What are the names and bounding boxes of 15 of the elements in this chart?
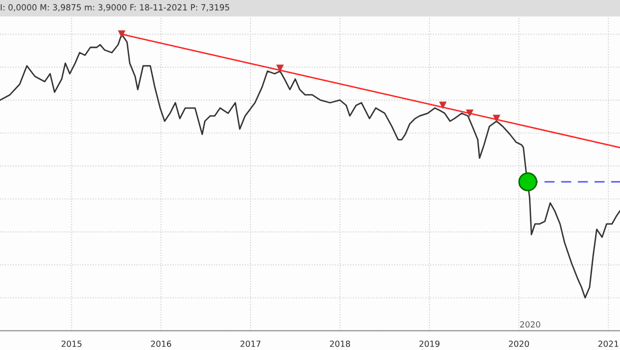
point — [466, 109, 474, 118]
x-tick-label: 2020 — [508, 340, 529, 347]
x-tick-label: 2019 — [419, 340, 440, 347]
point — [439, 102, 447, 110]
text: 2020 — [520, 321, 540, 328]
x-tick-label: 2021 — [598, 340, 618, 347]
x-tick-label: 2015 — [62, 340, 82, 347]
x-tick-label: 2018 — [330, 340, 350, 347]
text: I: 0,0000 M: 3,9875 m: 3,9000 F: 18-11-2021 P: 7,3195 — [0, 4, 230, 12]
point — [276, 64, 284, 72]
point — [118, 30, 126, 38]
point — [518, 172, 538, 192]
x-tick-label: 2016 — [151, 340, 172, 347]
x-tick-label: 2017 — [240, 340, 260, 347]
point — [492, 114, 500, 122]
